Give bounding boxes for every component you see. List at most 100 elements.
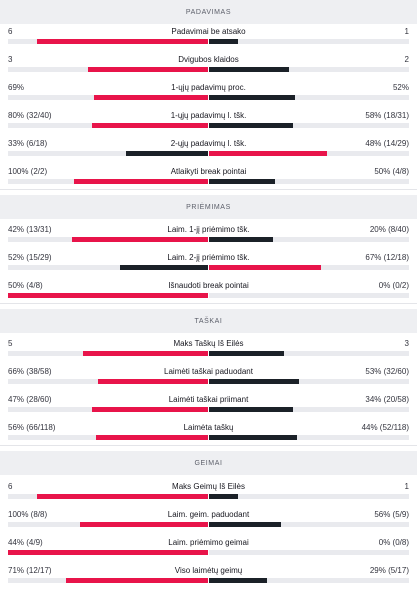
- stat-left-value: 42% (13/31): [8, 225, 52, 234]
- stat-bar-left-fill: [74, 179, 208, 184]
- stat-label: Laim. 2-jį priėmimo tšk.: [167, 253, 250, 262]
- stat-left-value: 100% (8/8): [8, 510, 48, 519]
- stat-row: 6 Padavimai be atsako 1: [0, 27, 417, 55]
- stat-bar-left-track: [8, 407, 208, 412]
- stat-label: 1-ųjų padavimų proc.: [171, 83, 246, 92]
- stat-bar-left-fill: [96, 435, 208, 440]
- stat-left-value: 100% (2/2): [8, 167, 48, 176]
- stat-bar-left-track: [8, 351, 208, 356]
- stat-bar-right-fill: [209, 179, 275, 184]
- stat-bar-left-track: [8, 293, 208, 298]
- stat-bar-right-track: [209, 578, 409, 583]
- stat-bar-left-track: [8, 522, 208, 527]
- stat-left-value: 33% (6/18): [8, 139, 48, 148]
- stat-label: Atlaikyti break pointai: [170, 167, 247, 176]
- stat-left-value: 56% (66/118): [8, 423, 56, 432]
- stat-label: Laim. 1-jį priėmimo tšk.: [167, 225, 250, 234]
- stat-bar-right-track: [209, 67, 409, 72]
- stat-bar-right-track: [209, 151, 409, 156]
- stat-label: Maks Geimų Iš Eilės: [172, 482, 245, 491]
- section-divider: [0, 303, 417, 304]
- stat-right-value: 67% (12/18): [365, 253, 409, 262]
- stat-bar-left-fill: [72, 237, 208, 242]
- stat-bar-left-fill: [66, 578, 208, 583]
- stat-left-value: 6: [8, 482, 13, 491]
- stat-bar-left-track: [8, 265, 208, 270]
- stat-bar-left-track: [8, 67, 208, 72]
- stat-left-value: 3: [8, 55, 13, 64]
- stat-bar-left-fill: [83, 351, 208, 356]
- stat-right-value: 56% (5/9): [374, 510, 409, 519]
- stat-label: Laim. priėmimo geimai: [168, 538, 249, 547]
- stat-label: 1-ųjų padavimų l. tšk.: [170, 111, 247, 120]
- stat-bar-left-fill: [120, 265, 208, 270]
- stat-right-value: 53% (32/60): [365, 367, 409, 376]
- stat-bar-right-fill: [209, 522, 281, 527]
- stat-row: 80% (32/40) 1-ųjų padavimų l. tšk. 58% (18…: [0, 111, 417, 139]
- stat-row: 56% (66/118) Laimėta taškų 44% (52/118): [0, 423, 417, 451]
- section-header: PADAVIMAS: [0, 0, 417, 24]
- stat-row: 6 Maks Geimų Iš Eilės 1: [0, 482, 417, 510]
- stat-label: Laimėti taškai priimant: [168, 395, 249, 404]
- stat-label: Laim. geim. paduodant: [167, 510, 250, 519]
- stat-bar-right-track: [209, 522, 409, 527]
- stat-bar-right-fill: [209, 95, 295, 100]
- stat-bar-right-track: [209, 123, 409, 128]
- stat-bar-right-track: [209, 351, 409, 356]
- stat-left-value: 50% (4/8): [8, 281, 43, 290]
- stat-right-value: 44% (52/118): [361, 423, 409, 432]
- stat-left-value: 71% (12/17): [8, 566, 52, 575]
- stat-right-value: 2: [404, 55, 409, 64]
- stat-row: 44% (4/9) Laim. priėmimo geimai 0% (0/8): [0, 538, 417, 566]
- stat-right-value: 1: [404, 27, 409, 36]
- stat-row: 52% (15/29) Laim. 2-jį priėmimo tšk. 67% (…: [0, 253, 417, 281]
- stat-left-value: 66% (38/58): [8, 367, 52, 376]
- stat-right-value: 58% (18/31): [365, 111, 409, 120]
- stat-bar-right-track: [209, 407, 409, 412]
- stat-bar-right-track: [209, 550, 409, 555]
- stat-bar-right-fill: [209, 123, 293, 128]
- stat-bar-left-track: [8, 151, 208, 156]
- stat-row: 50% (4/8) Išnaudoti break pointai 0% (0/2): [0, 281, 417, 309]
- stat-row: 100% (8/8) Laim. geim. paduodant 56% (5/9): [0, 510, 417, 538]
- stat-row: 69% 1-ųjų padavimų proc. 52%: [0, 83, 417, 111]
- stat-bar-right-track: [209, 494, 409, 499]
- section-divider: [0, 445, 417, 446]
- stat-bar-right-track: [209, 179, 409, 184]
- stat-bar-right-fill: [209, 494, 238, 499]
- stat-bar-right-fill: [209, 265, 321, 270]
- stat-bar-left-fill: [94, 95, 208, 100]
- stat-label: Dvigubos klaidos: [178, 55, 239, 64]
- stat-row: 3 Dvigubos klaidos 2: [0, 55, 417, 83]
- stat-bar-right-fill: [209, 151, 327, 156]
- stat-bar-right-track: [209, 237, 409, 242]
- stat-bar-right-track: [209, 39, 409, 44]
- stat-right-value: 29% (5/17): [369, 566, 409, 575]
- stat-bar-left-fill: [8, 550, 208, 555]
- stat-row: 71% (12/17) Viso laimėtų geimų 29% (5/17): [0, 566, 417, 594]
- stat-bar-right-fill: [209, 351, 284, 356]
- stat-right-value: 34% (20/58): [365, 395, 409, 404]
- stat-bar-right-fill: [209, 237, 273, 242]
- stat-row: 42% (13/31) Laim. 1-jį priėmimo tšk. 20% (…: [0, 225, 417, 253]
- stat-bar-right-track: [209, 265, 409, 270]
- stat-bar-left-track: [8, 123, 208, 128]
- stat-bar-left-fill: [36, 39, 208, 44]
- stat-bar-right-fill: [209, 39, 238, 44]
- stat-left-value: 5: [8, 339, 13, 348]
- stat-bar-left-track: [8, 95, 208, 100]
- stat-bar-right-fill: [209, 578, 267, 583]
- stat-bar-left-track: [8, 494, 208, 499]
- section-header: PRIĖMIMAS: [0, 195, 417, 219]
- stat-bar-left-fill: [8, 293, 208, 298]
- stat-bar-right-track: [209, 379, 409, 384]
- stat-bar-left-fill: [36, 494, 208, 499]
- stat-bar-left-fill: [98, 379, 208, 384]
- stat-right-value: 50% (4/8): [374, 167, 409, 176]
- stat-bar-right-track: [209, 293, 409, 298]
- stat-label: Išnaudoti break pointai: [168, 281, 249, 290]
- stat-left-value: 6: [8, 27, 13, 36]
- stat-row: 47% (28/60) Laimėti taškai priimant 34% (2…: [0, 395, 417, 423]
- stat-label: Laimėta taškų: [183, 423, 234, 432]
